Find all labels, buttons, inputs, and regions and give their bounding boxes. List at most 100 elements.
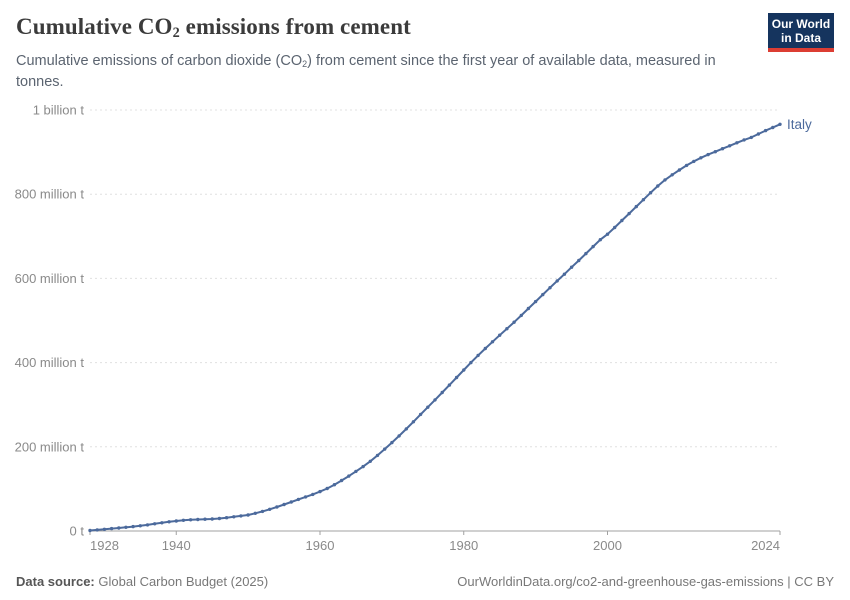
x-tick-label: 1940 bbox=[162, 538, 191, 553]
data-point bbox=[483, 346, 487, 351]
y-tick-label: 400 million t bbox=[15, 355, 85, 370]
data-point bbox=[433, 398, 437, 402]
data-point bbox=[548, 286, 552, 290]
data-point bbox=[167, 520, 171, 524]
data-point bbox=[656, 184, 660, 188]
entity-label-italy[interactable]: Italy bbox=[787, 117, 812, 132]
data-point bbox=[203, 517, 207, 521]
data-point bbox=[735, 141, 739, 145]
chart-title-text-2: emissions from cement bbox=[179, 14, 411, 39]
data-point bbox=[591, 244, 595, 249]
data-point bbox=[663, 178, 667, 182]
data-source-label: Data source: bbox=[16, 574, 95, 589]
owid-logo-line2: in Data bbox=[780, 31, 821, 46]
data-point bbox=[361, 464, 365, 469]
data-point bbox=[742, 138, 746, 142]
data-point bbox=[505, 327, 509, 331]
data-point bbox=[88, 528, 92, 533]
data-point bbox=[418, 412, 423, 417]
data-point bbox=[217, 516, 222, 521]
chart-title-subscript: 2 bbox=[172, 25, 180, 42]
credit-link[interactable]: OurWorldinData.org/co2-and-greenhouse-ga… bbox=[457, 574, 834, 589]
series-line-italy[interactable] bbox=[89, 123, 781, 532]
data-point bbox=[174, 519, 178, 523]
data-point bbox=[598, 238, 602, 242]
owid-logo-line1: Our World bbox=[771, 17, 831, 31]
chart-subtitle-text-2: ) from cement since the first year of av… bbox=[16, 53, 716, 91]
data-point bbox=[555, 279, 559, 283]
data-point bbox=[577, 258, 581, 263]
data-point bbox=[275, 505, 279, 509]
data-point bbox=[268, 507, 272, 511]
data-point bbox=[253, 511, 257, 515]
data-point bbox=[397, 434, 401, 438]
data-source-value: Global Carbon Budget (2025) bbox=[98, 574, 269, 589]
data-point bbox=[196, 517, 200, 522]
data-point bbox=[533, 299, 538, 304]
data-point bbox=[641, 198, 646, 202]
data-point bbox=[153, 522, 157, 526]
x-tick-label: 1928 bbox=[90, 538, 119, 553]
data-point bbox=[476, 353, 480, 358]
chart-subtitle-text: Cumulative emissions of carbon dioxide (… bbox=[16, 53, 303, 70]
data-point bbox=[354, 469, 358, 474]
data-point bbox=[498, 333, 502, 337]
data-point bbox=[684, 163, 689, 168]
data-point bbox=[117, 526, 121, 530]
y-tick-label: 800 million t bbox=[15, 187, 85, 202]
data-point bbox=[526, 306, 531, 311]
owid-logo[interactable]: Our World in Data bbox=[768, 13, 834, 53]
y-tick-label: 600 million t bbox=[15, 271, 85, 286]
data-point bbox=[613, 225, 617, 230]
data-point bbox=[124, 525, 128, 529]
data-point bbox=[778, 122, 782, 127]
data-point bbox=[325, 486, 329, 491]
data-point bbox=[318, 489, 322, 494]
chart-footer: Data source: Global Carbon Budget (2025)… bbox=[16, 574, 834, 589]
data-point bbox=[296, 497, 301, 502]
data-point bbox=[440, 390, 444, 395]
data-point bbox=[95, 528, 99, 532]
y-tick-label: 0 t bbox=[70, 524, 85, 539]
data-point bbox=[720, 147, 725, 151]
data-point bbox=[605, 232, 610, 236]
data-point bbox=[462, 368, 466, 372]
data-point bbox=[390, 440, 394, 445]
data-point bbox=[411, 420, 416, 424]
data-point bbox=[541, 292, 545, 297]
chart-title: Cumulative CO2 emissions from cement bbox=[16, 14, 834, 42]
data-point bbox=[670, 173, 674, 177]
data-point bbox=[109, 526, 114, 531]
data-point bbox=[282, 502, 286, 507]
data-point bbox=[181, 518, 186, 522]
data-point bbox=[232, 515, 236, 519]
data-point bbox=[634, 204, 638, 209]
data-point bbox=[713, 150, 717, 154]
data-point bbox=[756, 132, 761, 136]
data-point bbox=[648, 191, 653, 195]
data-point bbox=[749, 135, 753, 140]
x-tick-label: 1980 bbox=[449, 538, 478, 553]
data-point bbox=[771, 125, 775, 130]
data-point bbox=[383, 447, 387, 451]
data-point bbox=[584, 251, 588, 256]
data-point bbox=[239, 514, 243, 518]
data-source-note: Data source: Global Carbon Budget (2025) bbox=[16, 574, 268, 589]
data-point bbox=[160, 521, 164, 525]
y-tick-label: 1 billion t bbox=[33, 103, 85, 118]
data-point bbox=[620, 218, 624, 223]
data-point bbox=[677, 168, 682, 172]
data-point bbox=[332, 483, 337, 487]
data-point bbox=[706, 152, 710, 157]
data-point bbox=[145, 523, 150, 527]
chart-subtitle-subscript: 2 bbox=[302, 59, 308, 70]
data-point bbox=[246, 513, 250, 517]
data-point bbox=[728, 144, 732, 148]
data-point bbox=[131, 524, 135, 529]
data-point bbox=[311, 492, 315, 497]
data-point bbox=[303, 495, 308, 499]
data-point bbox=[188, 518, 193, 522]
x-tick-label: 1960 bbox=[306, 538, 335, 553]
